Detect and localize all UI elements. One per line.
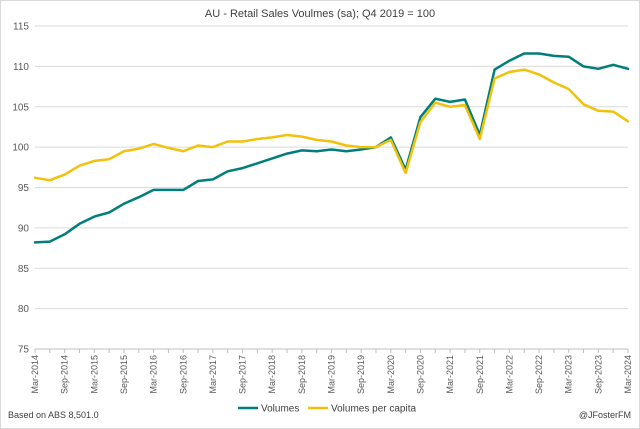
y-tick-label: 85: [18, 264, 30, 275]
x-tick-label: Mar-2023: [564, 355, 574, 394]
y-tick-label: 105: [12, 102, 29, 113]
y-tick-label: 100: [12, 143, 29, 154]
x-tick-label: Sep-2015: [119, 355, 129, 394]
gridlines: [35, 25, 628, 350]
x-axis: Mar-2014 Sep-2014 Mar-2015 Sep-2015 Mar-2016…: [30, 348, 633, 394]
x-tick-label: Mar-2016: [149, 355, 159, 394]
author-credit: @JFosterFM: [578, 410, 631, 420]
x-tick-label: Mar-2018: [267, 355, 277, 394]
x-tick-label: Sep-2020: [415, 355, 425, 394]
x-tick-label: Sep-2016: [178, 355, 188, 394]
x-tick-label: Mar-2015: [89, 355, 99, 394]
x-tick-label: Sep-2022: [534, 355, 544, 394]
series-lines: [33, 52, 630, 244]
y-tick-label: 80: [18, 304, 30, 315]
legend: Volumes Volumes per capita: [238, 404, 416, 415]
x-tick-label: Mar-2024: [623, 355, 633, 394]
source-note: Based on ABS 8,501.0: [8, 410, 99, 420]
y-tick-label: 90: [18, 223, 30, 234]
series-line-volumes-per-capita: [33, 68, 630, 182]
x-tick-label: Mar-2017: [208, 355, 218, 394]
y-axis-ticks: 75 80 85 90 95 100 105 110 115: [12, 22, 29, 356]
y-tick-label: 95: [18, 183, 30, 194]
x-tick-label: Mar-2020: [386, 355, 396, 394]
x-tick-label: Sep-2023: [593, 355, 603, 394]
chart-title: AU - Retail Sales Voulmes (sa); Q4 2019 …: [204, 8, 436, 20]
x-tick-label: Mar-2019: [327, 355, 337, 394]
series-line-volumes: [33, 52, 630, 244]
x-tick-label: Mar-2014: [30, 355, 40, 394]
x-tick-label: Mar-2021: [445, 355, 455, 394]
legend-label-volumes-per-capita: Volumes per capita: [331, 404, 416, 415]
x-tick-label: Sep-2014: [60, 355, 70, 394]
legend-label-volumes: Volumes: [261, 404, 299, 415]
x-tick-label: Sep-2018: [297, 355, 307, 394]
x-tick-label: Sep-2019: [356, 355, 366, 394]
y-tick-label: 115: [13, 22, 29, 33]
x-tick-label: Sep-2017: [238, 355, 248, 394]
y-tick-label: 75: [18, 345, 30, 356]
y-tick-label: 110: [13, 62, 29, 73]
x-tick-label: Mar-2022: [504, 355, 514, 394]
x-tick-label: Sep-2021: [475, 355, 485, 394]
